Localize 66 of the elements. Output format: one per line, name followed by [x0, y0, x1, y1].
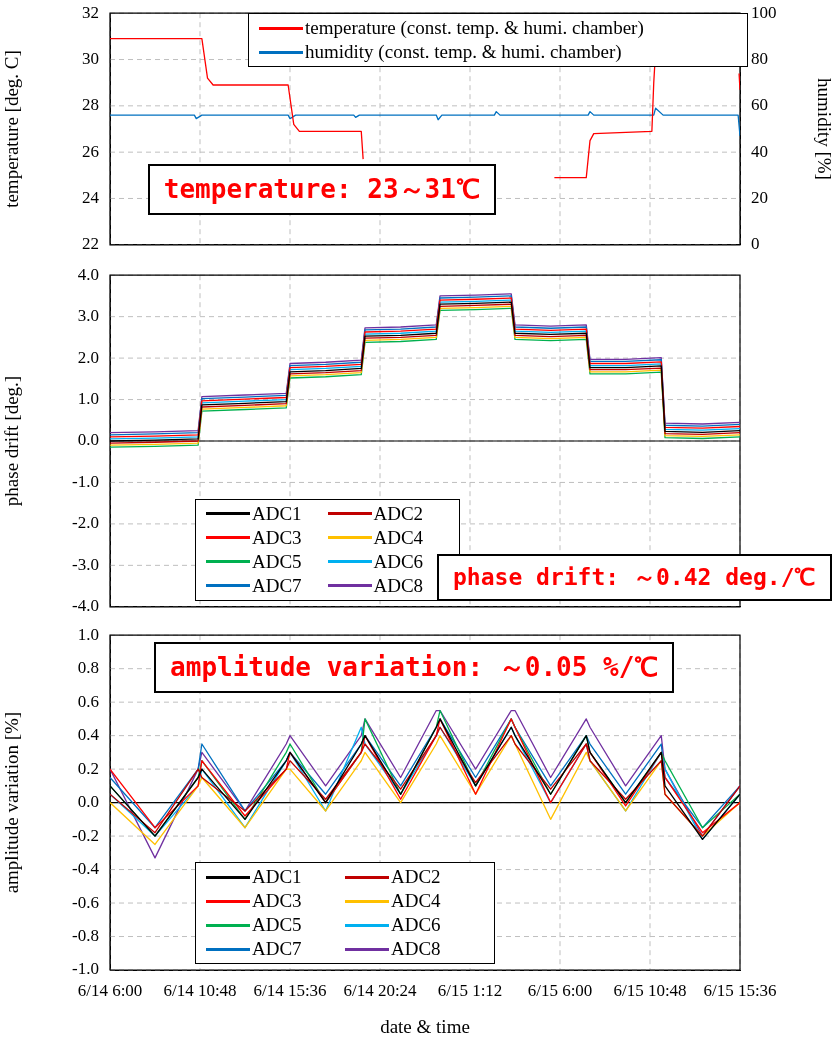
legend-label: ADC8: [373, 573, 424, 598]
x-axis-title: date & time: [380, 1015, 470, 1037]
y-tick-label: -0.6: [72, 892, 99, 912]
y-tick-label: -4.0: [72, 596, 99, 616]
legend-label: ADC4: [391, 889, 441, 913]
legend-label: ADC5: [252, 549, 302, 574]
y2-tick-label: 80: [751, 48, 768, 68]
y-tick-label: 4.0: [77, 264, 99, 284]
y2-axis-title: humidity [%]: [813, 78, 835, 180]
annotation: phase drift: ～0.42 deg./℃: [437, 553, 832, 601]
y-tick-label: 0.0: [77, 792, 99, 812]
y-tick-label: -0.8: [72, 925, 99, 945]
y-tick-label: 26: [82, 141, 99, 161]
legend-label: ADC2: [391, 865, 441, 889]
y-tick-label: 28: [82, 95, 99, 115]
y2-tick-label: 40: [751, 141, 768, 161]
x-tick-label: 6/14 20:24: [343, 980, 418, 1000]
x-tick-label: 6/15 15:36: [703, 980, 777, 1000]
x-tick-label: 6/14 6:00: [77, 980, 143, 1000]
y-tick-label: 0.8: [77, 658, 99, 678]
x-tick-label: 6/14 15:36: [253, 980, 327, 1000]
y-tick-label: -0.4: [72, 859, 100, 879]
y-tick-label: 0.2: [77, 758, 99, 778]
legend-label: humidity (const. temp. & humi. chamber): [305, 40, 622, 65]
y-tick-label: 22: [82, 234, 99, 254]
y-axis-title: phase drift [deg.]: [1, 375, 23, 507]
y-tick-label: 2.0: [77, 347, 99, 367]
legend-label: ADC6: [373, 549, 424, 574]
y-tick-label: -3.0: [72, 554, 99, 574]
y2-tick-label: 20: [751, 187, 768, 207]
x-tick-label: 6/15 6:00: [527, 980, 593, 1000]
annotation: amplitude variation: ～0.05 %/℃: [154, 641, 675, 693]
y-tick-label: -1.0: [72, 959, 99, 979]
y-tick-label: 24: [82, 187, 100, 207]
legend-label: ADC3: [252, 525, 302, 550]
y-tick-label: 30: [82, 48, 99, 68]
y-tick-label: 3.0: [77, 306, 99, 326]
y-tick-label: 0.4: [77, 725, 100, 745]
x-tick-label: 6/15 10:48: [613, 980, 687, 1000]
legend-label: ADC7: [252, 937, 302, 961]
y-tick-label: 0.6: [77, 691, 99, 711]
y2-tick-label: 60: [751, 95, 768, 115]
legend-label: ADC2: [373, 501, 424, 526]
legend-label: ADC1: [252, 865, 302, 889]
legend-label: ADC3: [252, 889, 302, 913]
y-tick-label: 0.0: [77, 430, 99, 450]
legend-label: ADC7: [252, 573, 302, 598]
y-axis-title: amplitude variation [%]: [1, 711, 23, 894]
legend-label: ADC4: [373, 525, 424, 550]
x-tick-label: 6/15 1:12: [437, 980, 503, 1000]
y-tick-label: -1.0: [72, 471, 99, 491]
legend-label: ADC5: [252, 913, 302, 937]
legend-label: ADC1: [252, 501, 302, 526]
y2-tick-label: 100: [751, 2, 777, 22]
annotation: temperature: 23～31℃: [147, 163, 496, 215]
y-tick-label: 32: [82, 2, 99, 22]
y-tick-label: 1.0: [77, 389, 99, 409]
y-tick-label: -2.0: [72, 513, 99, 533]
legend-label: ADC8: [391, 937, 441, 961]
legend-label: ADC6: [391, 913, 441, 937]
y-tick-label: -0.2: [72, 825, 99, 845]
y-axis-title: temperature [deg. C]: [1, 50, 23, 208]
legend-label: temperature (const. temp. & humi. chamber): [305, 16, 644, 41]
y2-tick-label: 0: [751, 234, 760, 254]
y-tick-label: 1.0: [77, 624, 99, 644]
x-tick-label: 6/14 10:48: [163, 980, 237, 1000]
